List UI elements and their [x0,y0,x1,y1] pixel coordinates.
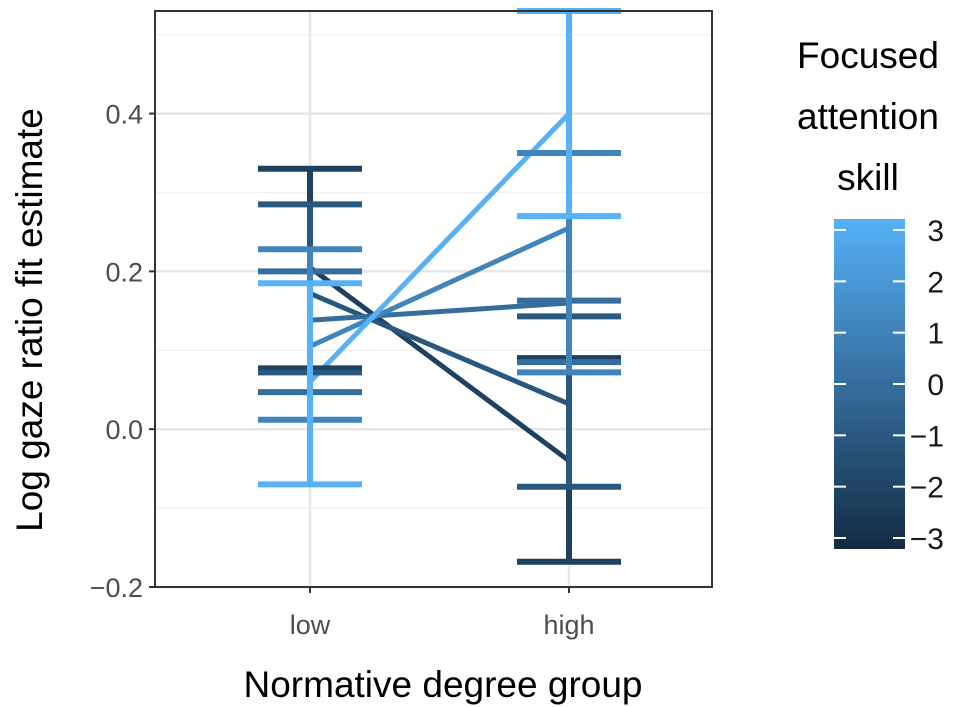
x-axis: low high [290,587,595,640]
colorbar-tick-label: 2 [927,266,944,299]
series-line [308,111,571,384]
x-axis-title: Normative degree group [244,664,643,705]
colorbar-tick-label: −2 [910,472,944,505]
legend-title-line-3: skill [837,157,899,198]
y-tick-label: 0.2 [105,257,143,287]
legend-title-line-1: Focused [797,35,939,76]
legend-title-line-2: attention [797,96,939,137]
plot-border [154,10,713,588]
y-tick-label: 0.4 [105,100,143,130]
colorbar-tick-label: 0 [927,369,944,402]
y-axis-title: Log gaze ratio fit estimate [9,108,50,532]
series-group [258,8,621,565]
y-axis: −0.2 0.0 0.2 0.4 [90,100,155,603]
x-tick-label: low [290,610,331,640]
plot-panel [154,8,713,589]
colorbar-tick-label: −3 [910,523,944,556]
series-line [308,265,571,463]
colorbar-ticks: 3 2 1 0 −1 −2 −3 [834,215,944,556]
series-line [309,300,570,323]
y-tick-label: −0.2 [90,573,143,603]
colorbar-tick-label: 3 [927,215,944,248]
series-line [308,225,571,349]
colorbar-tick-label: −1 [910,420,944,453]
series-line [309,291,570,407]
legend: Focused attention skill 3 2 1 0 −1 −2 −3 [797,35,944,556]
colorbar-tick-label: 1 [927,318,944,351]
x-tick-label: high [543,610,594,640]
y-tick-label: 0.0 [105,415,143,445]
